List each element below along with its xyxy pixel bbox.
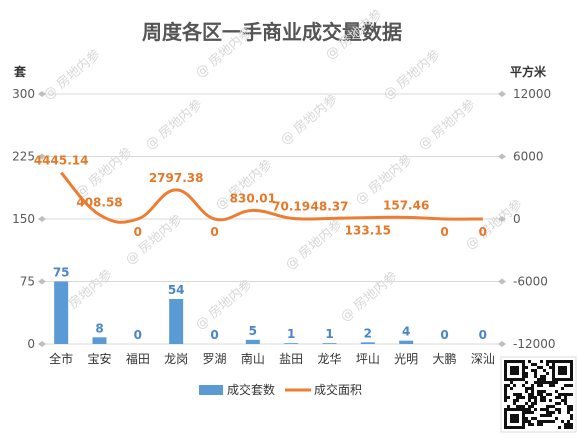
left-tick-label: 300 <box>12 87 35 101</box>
legend-line-label: 成交面积 <box>314 382 362 397</box>
bar-value-label: 54 <box>168 283 185 297</box>
watermark-text: @ 房地内参 <box>282 216 345 273</box>
bar <box>245 339 260 344</box>
legend-bar-swatch <box>199 385 223 395</box>
bar-value-label: 8 <box>95 321 103 335</box>
right-tick-marker <box>498 153 506 160</box>
left-axis-ticks: 0 75 150 225 300 <box>12 87 35 351</box>
category-label: 罗湖 <box>202 351 226 366</box>
right-tick-label: -12000 <box>513 337 556 351</box>
right-tick-label: 12000 <box>513 87 551 101</box>
category-label: 坪山 <box>356 352 380 366</box>
bar-value-label: 4 <box>402 325 410 339</box>
bar-value-label: 0 <box>440 328 448 342</box>
bar-value-label: 0 <box>479 328 487 342</box>
bar-value-label: 0 <box>210 328 218 342</box>
category-label: 盐田 <box>279 352 303 366</box>
right-tick-marker <box>498 341 506 347</box>
bar <box>399 340 414 344</box>
bar-value-label: 1 <box>325 327 333 341</box>
right-tick-marker <box>498 91 506 97</box>
bar <box>322 343 337 344</box>
bar-value-label: 0 <box>134 328 142 342</box>
bar-series: 75 8 0 54 0 5 1 1 2 4 0 0 <box>53 266 487 344</box>
bar-value-label: 75 <box>53 266 70 280</box>
category-label: 大鹏 <box>432 352 456 366</box>
legend: 成交套数 成交面积 <box>199 382 362 397</box>
line-value-label: 408.58 <box>76 196 122 210</box>
right-tick-marker <box>498 278 506 285</box>
line-value-label: 830.01 <box>230 191 276 205</box>
category-labels: 全市 宝安 福田 龙岗 罗湖 南山 盐田 龙华 坪山 光明 大鹏 深汕 <box>49 351 495 366</box>
category-label: 全市 <box>49 351 73 366</box>
chart-title: 周度各区一手商业成交量数据 <box>142 20 402 44</box>
watermarks: @ 房地内参 @ 房地内参@ 房地内参 @ 房地内参@ 房地内参 @ 房地内参 @ 房地… <box>40 6 525 333</box>
watermark-text: @ 房地内参 <box>40 46 103 103</box>
line-value-label: 133.15 <box>345 224 391 238</box>
line-value-label: 70.19 <box>272 199 310 213</box>
left-axis-unit: 套 <box>13 64 27 79</box>
line-value-label: 0 <box>440 225 448 239</box>
line-value-label: 2797.38 <box>149 171 204 185</box>
category-label: 南山 <box>241 351 265 366</box>
left-tick-label: 225 <box>12 150 35 164</box>
left-tick-marker <box>38 153 46 160</box>
watermark-text: @ 房地内参 <box>337 268 400 325</box>
bar-value-label: 1 <box>287 327 295 341</box>
left-tick-marker <box>38 341 46 347</box>
category-label: 光明 <box>394 352 418 366</box>
bar-value-label: 5 <box>249 324 257 338</box>
qr-code <box>500 356 577 433</box>
category-label: 福田 <box>126 351 150 366</box>
category-label: 深汕 <box>471 352 495 366</box>
category-label: 龙华 <box>317 352 341 366</box>
watermark-text: @ 房地内参 <box>192 276 255 333</box>
watermark-text: @ 房地内参 <box>277 91 340 148</box>
bar <box>169 299 184 344</box>
bar <box>360 342 375 344</box>
right-tick-marker <box>498 216 506 222</box>
watermark-text: @ 房地内参 <box>380 46 443 103</box>
right-tick-label: -6000 <box>513 275 548 289</box>
bar <box>92 337 107 344</box>
legend-bar-label: 成交套数 <box>227 382 275 397</box>
line-value-label: 48.37 <box>311 199 349 213</box>
right-tick-label: 0 <box>513 212 521 226</box>
right-axis-ticks: -12000 -6000 0 6000 12000 <box>513 87 556 351</box>
line-value-label: 157.46 <box>383 198 429 212</box>
left-tick-label: 150 <box>12 212 35 226</box>
line-value-label: 0 <box>479 225 487 239</box>
left-tick-marker <box>38 278 46 285</box>
left-tick-label: 0 <box>27 337 35 351</box>
category-label: 宝安 <box>87 351 111 366</box>
left-tick-marker <box>38 91 46 97</box>
line-path <box>60 171 483 224</box>
right-tick-label: 6000 <box>513 150 544 164</box>
bar-value-label: 2 <box>364 326 372 340</box>
left-tick-marker <box>38 216 46 222</box>
bar <box>54 281 69 344</box>
left-tick-label: 75 <box>20 275 35 289</box>
watermark-text: @ 房地内参 <box>415 96 478 153</box>
line-value-label: 0 <box>210 225 218 239</box>
right-axis-unit: 平方米 <box>510 64 547 79</box>
line-value-label: 0 <box>134 225 142 239</box>
category-label: 龙岗 <box>164 352 188 366</box>
bar <box>284 343 299 344</box>
watermark-text: @ 房地内参 <box>142 96 205 153</box>
line-value-label: 4445.14 <box>34 154 89 168</box>
